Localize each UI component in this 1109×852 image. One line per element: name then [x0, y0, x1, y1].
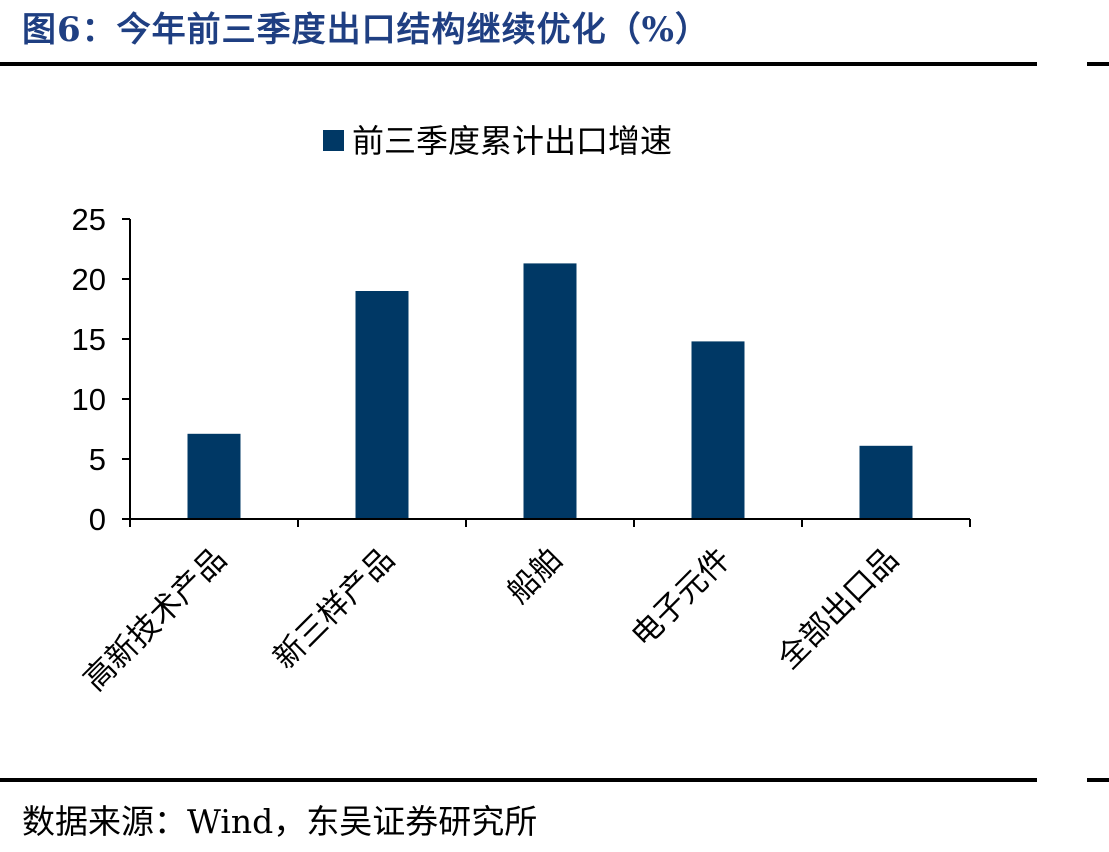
x-tick-label: 电子元件 — [625, 541, 738, 654]
y-tick-label: 15 — [72, 322, 106, 357]
y-tick-label: 25 — [72, 202, 106, 237]
x-axis: 高新技术产品 新三样产品 船舶 电子元件 全部出口品 — [77, 518, 971, 698]
source-note: 数据来源：Wind，东吴证券研究所 — [22, 802, 538, 841]
y-tick-label: 0 — [89, 502, 106, 537]
bar-0 — [187, 433, 241, 519]
y-tick-label: 10 — [72, 382, 106, 417]
x-tick-label: 船舶 — [500, 541, 569, 610]
legend-label: 前三季度累计出口增速 — [352, 122, 672, 160]
y-tick-label: 5 — [89, 442, 106, 477]
y-tick-label: 20 — [72, 262, 106, 297]
x-tick-label: 新三样产品 — [267, 541, 402, 676]
figure-title: 图6：今年前三季度出口结构继续优化（%） — [22, 10, 710, 50]
title-rule-tick — [1087, 62, 1109, 66]
footer-rule — [0, 778, 1037, 782]
footer-rule-tick — [1087, 778, 1109, 782]
x-tick-label: 高新技术产品 — [77, 541, 234, 698]
bar-4 — [859, 445, 913, 519]
x-tick-label: 全部出口品 — [771, 541, 906, 676]
bar-2 — [523, 263, 577, 519]
y-axis: 0 5 10 15 20 25 — [72, 202, 131, 537]
title-rule — [0, 62, 1037, 66]
bar-3 — [691, 341, 745, 519]
legend-swatch — [323, 130, 344, 151]
chart-legend: 前三季度累计出口增速 — [323, 122, 672, 160]
bar-1 — [355, 291, 409, 519]
bar-group — [187, 263, 913, 519]
